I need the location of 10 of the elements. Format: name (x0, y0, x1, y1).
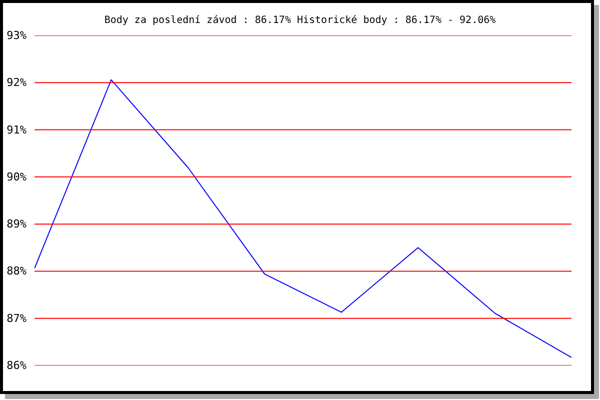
chart-title: Body za poslední závod : 86.17% Historické body : 86.17% - 92.06% (104, 15, 496, 26)
y-tick-label: 87% (6, 312, 27, 325)
y-tick-label: 86% (6, 359, 27, 372)
y-tick-label: 91% (6, 123, 27, 136)
y-tick-label: 93% (6, 29, 27, 42)
y-tick-label: 90% (6, 170, 27, 184)
y-tick-label: 89% (6, 218, 27, 231)
y-tick-label: 88% (6, 264, 27, 278)
line-series (34, 79, 572, 358)
y-tick-label: 92% (6, 76, 27, 90)
